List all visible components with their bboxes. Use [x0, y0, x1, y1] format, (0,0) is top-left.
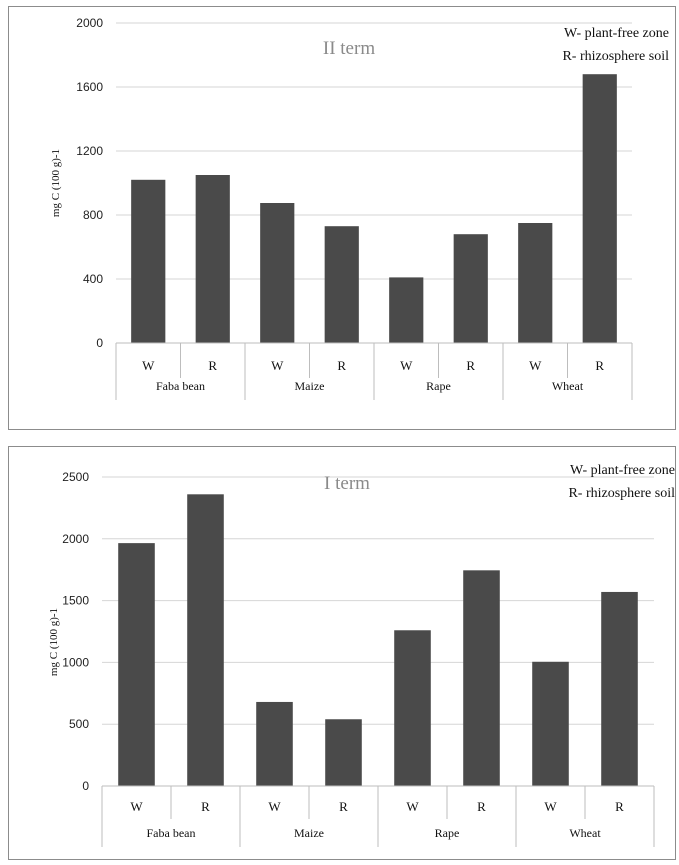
chart-panel-ii-term: 0 400 800 1200 1600 2000 W R W R W R W R Faba bean Maiz…: [8, 6, 676, 430]
group-label: Faba bean: [156, 379, 205, 393]
y-tick-label: 2000: [62, 532, 89, 546]
bar: [131, 179, 166, 343]
bar: [187, 494, 224, 786]
y-tick-label: 2000: [76, 16, 103, 30]
group-label: Faba bean: [147, 826, 196, 840]
x-tick-label: W: [142, 358, 155, 373]
chart-i-term: 0 500 1000 1500 2000 2500 W R W R W R W R Faba bean Mai…: [48, 463, 675, 847]
group-label: Maize: [294, 826, 324, 840]
legend-entry-w: W- plant-free zone: [564, 26, 669, 41]
group-label: Rape: [426, 379, 451, 393]
x-tick-label: W: [529, 358, 542, 373]
bar: [389, 277, 424, 343]
bar: [518, 223, 553, 343]
x-tick-label: W: [268, 799, 281, 814]
y-tick-label: 800: [83, 208, 103, 222]
bar: [118, 543, 155, 786]
bar: [532, 661, 569, 786]
legend-entry-r: R- rhizosphere soil: [568, 486, 675, 501]
x-tick-label: R: [208, 358, 217, 373]
x-tick-label: W: [406, 799, 419, 814]
bar: [324, 226, 359, 343]
y-tick-label: 1500: [62, 594, 89, 608]
x-tick-label: R: [466, 358, 475, 373]
y-tick-label: 1000: [62, 655, 89, 669]
x-tick-label: W: [400, 358, 413, 373]
bar: [325, 719, 362, 786]
x-tick-label: R: [337, 358, 346, 373]
group-label: Wheat: [552, 379, 584, 393]
y-tick-label: 2500: [62, 470, 89, 484]
bar: [463, 570, 500, 786]
group-label: Wheat: [569, 826, 601, 840]
group-label: Maize: [295, 379, 325, 393]
y-tick-label: 1200: [76, 144, 103, 158]
chart-title: I term: [324, 473, 370, 494]
legend-entry-r: R- rhizosphere soil: [562, 49, 669, 64]
bar: [256, 701, 293, 786]
x-tick-label: R: [595, 358, 604, 373]
y-tick-label: 500: [69, 717, 89, 731]
y-tick-label: 0: [96, 336, 103, 350]
y-tick-label: 1600: [76, 80, 103, 94]
x-tick-label: R: [339, 799, 348, 814]
x-tick-label: W: [271, 358, 284, 373]
legend-entry-w: W- plant-free zone: [570, 463, 675, 478]
bar: [394, 630, 431, 786]
bar: [582, 74, 617, 343]
chart-panel-i-term: 0 500 1000 1500 2000 2500 W R W R W R W R Faba bean Mai…: [8, 446, 676, 860]
x-tick-label: R: [615, 799, 624, 814]
x-tick-label: W: [544, 799, 557, 814]
group-label: Rape: [435, 826, 460, 840]
x-tick-label: R: [201, 799, 210, 814]
y-axis-label: mg C (100 g)-1: [48, 608, 60, 676]
bar: [260, 203, 295, 343]
y-axis-label: mg C (100 g)-1: [50, 149, 62, 217]
chart-title: II term: [323, 38, 375, 59]
bar: [601, 591, 638, 786]
x-tick-label: R: [477, 799, 486, 814]
bar: [453, 234, 488, 343]
x-tick-label: W: [130, 799, 143, 814]
bar: [195, 175, 230, 343]
y-tick-label: 400: [83, 272, 103, 286]
y-tick-label: 0: [82, 779, 89, 793]
